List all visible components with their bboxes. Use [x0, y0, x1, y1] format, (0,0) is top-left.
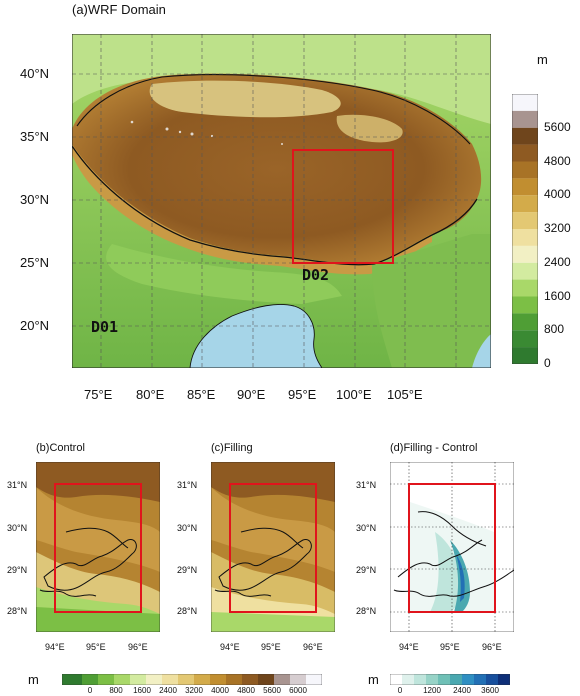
lon-label-85e: 85°E: [187, 387, 216, 402]
colorbar-bottom-right-unit: m: [368, 672, 379, 687]
cb-left-label-800: 800: [109, 686, 123, 695]
label-d02: D02: [302, 266, 330, 284]
colorbar-a-label-800: 800: [544, 322, 565, 336]
panel-d-lat-29n: 29°N: [356, 565, 377, 575]
panel-b-lat-28n: 28°N: [7, 606, 28, 616]
lon-label-95e: 95°E: [288, 387, 317, 402]
colorbar-bottom-left-unit: m: [28, 672, 39, 687]
panel-d-lat-30n: 30°N: [356, 523, 377, 533]
panel-c-lon-95e: 95°E: [261, 642, 281, 652]
colorbar-a-label-1600: 1600: [544, 289, 571, 303]
cb-left-label-2400: 2400: [159, 686, 177, 695]
panel-a-map: [72, 34, 491, 368]
panel-b-map: [36, 462, 160, 632]
panel-d-lon-96e: 96°E: [482, 642, 502, 652]
lon-label-80e: 80°E: [136, 387, 165, 402]
cb-right-label-3600: 3600: [481, 686, 499, 695]
cb-left-label-0: 0: [87, 686, 93, 695]
lon-label-75e: 75°E: [84, 387, 113, 402]
cb-left-label-3200: 3200: [185, 686, 203, 695]
panel-c-lon-96e: 96°E: [303, 642, 323, 652]
colorbar-a-label-2400: 2400: [544, 255, 571, 269]
colorbar-a: [512, 94, 538, 364]
lon-label-105e: 105°E: [387, 387, 423, 402]
cb-left-label-6000: 6000: [289, 686, 307, 695]
panel-c-lon-94e: 94°E: [220, 642, 240, 652]
panel-c-map: [211, 462, 335, 632]
panel-d-map: [390, 462, 514, 632]
cb-right-label-2400: 2400: [453, 686, 471, 695]
panel-d-lat-28n: 28°N: [356, 606, 377, 616]
colorbar-a-label-3200: 3200: [544, 221, 571, 235]
panel-d-lat-31n: 31°N: [356, 480, 377, 490]
lon-label-100e: 100°E: [336, 387, 372, 402]
colorbar-a-label-0: 0: [544, 356, 551, 370]
panel-b-title: (b)Control: [36, 442, 85, 454]
panel-c-lat-31n: 31°N: [177, 480, 198, 490]
panel-d-title: (d)Filling - Control: [390, 442, 478, 454]
lat-label-25n: 25°N: [20, 255, 50, 270]
panel-b-lon-94e: 94°E: [45, 642, 65, 652]
lat-label-35n: 35°N: [20, 129, 50, 144]
cb-left-label-1600: 1600: [133, 686, 151, 695]
colorbar-bottom-right: [390, 674, 510, 685]
panel-c-lat-30n: 30°N: [177, 523, 198, 533]
lon-label-90e: 90°E: [237, 387, 266, 402]
colorbar-bottom-left: [62, 674, 322, 685]
panel-c-lat-29n: 29°N: [177, 565, 198, 575]
lat-label-30n: 30°N: [20, 192, 50, 207]
panel-c-lat-28n: 28°N: [177, 606, 198, 616]
colorbar-a-label-5600: 5600: [544, 120, 571, 134]
panel-a-title: (a)WRF Domain: [72, 2, 166, 17]
cb-left-label-4800: 4800: [237, 686, 255, 695]
cb-right-label-0: 0: [397, 686, 403, 695]
panel-c-title: (c)Filling: [211, 442, 253, 454]
colorbar-a-unit: m: [537, 52, 548, 67]
panel-b-lon-96e: 96°E: [128, 642, 148, 652]
label-d01: D01: [91, 318, 119, 336]
lat-label-20n: 20°N: [20, 318, 50, 333]
cb-left-label-5600: 5600: [263, 686, 281, 695]
panel-d-lon-94e: 94°E: [399, 642, 419, 652]
colorbar-a-label-4000: 4000: [544, 187, 571, 201]
cb-right-label-1200: 1200: [423, 686, 441, 695]
lat-label-40n: 40°N: [20, 66, 50, 81]
panel-b-lat-30n: 30°N: [7, 523, 28, 533]
cb-left-label-4000: 4000: [211, 686, 229, 695]
panel-b-lat-29n: 29°N: [7, 565, 28, 575]
panel-d-lon-95e: 95°E: [440, 642, 460, 652]
colorbar-a-label-4800: 4800: [544, 154, 571, 168]
panel-b-lat-31n: 31°N: [7, 480, 28, 490]
panel-b-lon-95e: 95°E: [86, 642, 106, 652]
